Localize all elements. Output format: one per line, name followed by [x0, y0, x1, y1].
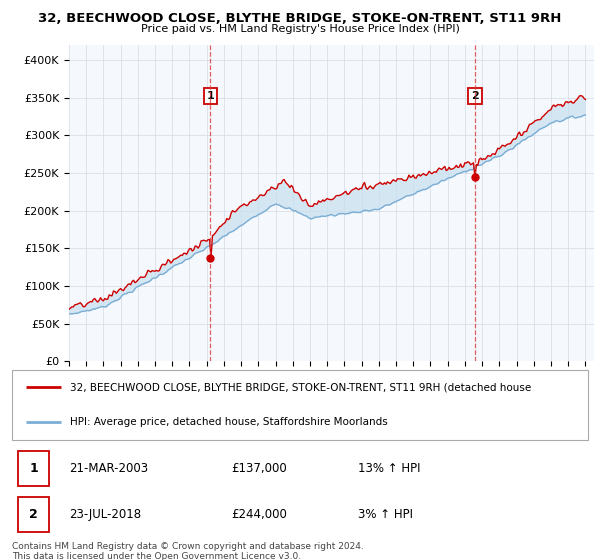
Text: 23-JUL-2018: 23-JUL-2018	[70, 508, 142, 521]
FancyBboxPatch shape	[12, 370, 588, 440]
Text: Price paid vs. HM Land Registry's House Price Index (HPI): Price paid vs. HM Land Registry's House …	[140, 24, 460, 34]
FancyBboxPatch shape	[18, 497, 49, 532]
Text: £244,000: £244,000	[231, 508, 287, 521]
Text: 32, BEECHWOOD CLOSE, BLYTHE BRIDGE, STOKE-ON-TRENT, ST11 9RH: 32, BEECHWOOD CLOSE, BLYTHE BRIDGE, STOK…	[38, 12, 562, 25]
Text: Contains HM Land Registry data © Crown copyright and database right 2024.
This d: Contains HM Land Registry data © Crown c…	[12, 542, 364, 560]
Text: HPI: Average price, detached house, Staffordshire Moorlands: HPI: Average price, detached house, Staf…	[70, 417, 388, 427]
Text: 1: 1	[206, 91, 214, 101]
Text: 32, BEECHWOOD CLOSE, BLYTHE BRIDGE, STOKE-ON-TRENT, ST11 9RH (detached house: 32, BEECHWOOD CLOSE, BLYTHE BRIDGE, STOK…	[70, 382, 531, 392]
Text: 3% ↑ HPI: 3% ↑ HPI	[358, 508, 413, 521]
Text: 1: 1	[29, 462, 38, 475]
Text: 13% ↑ HPI: 13% ↑ HPI	[358, 462, 420, 475]
Text: 2: 2	[29, 508, 38, 521]
Text: 21-MAR-2003: 21-MAR-2003	[70, 462, 149, 475]
Text: 2: 2	[470, 91, 478, 101]
FancyBboxPatch shape	[18, 451, 49, 486]
Text: £137,000: £137,000	[231, 462, 287, 475]
